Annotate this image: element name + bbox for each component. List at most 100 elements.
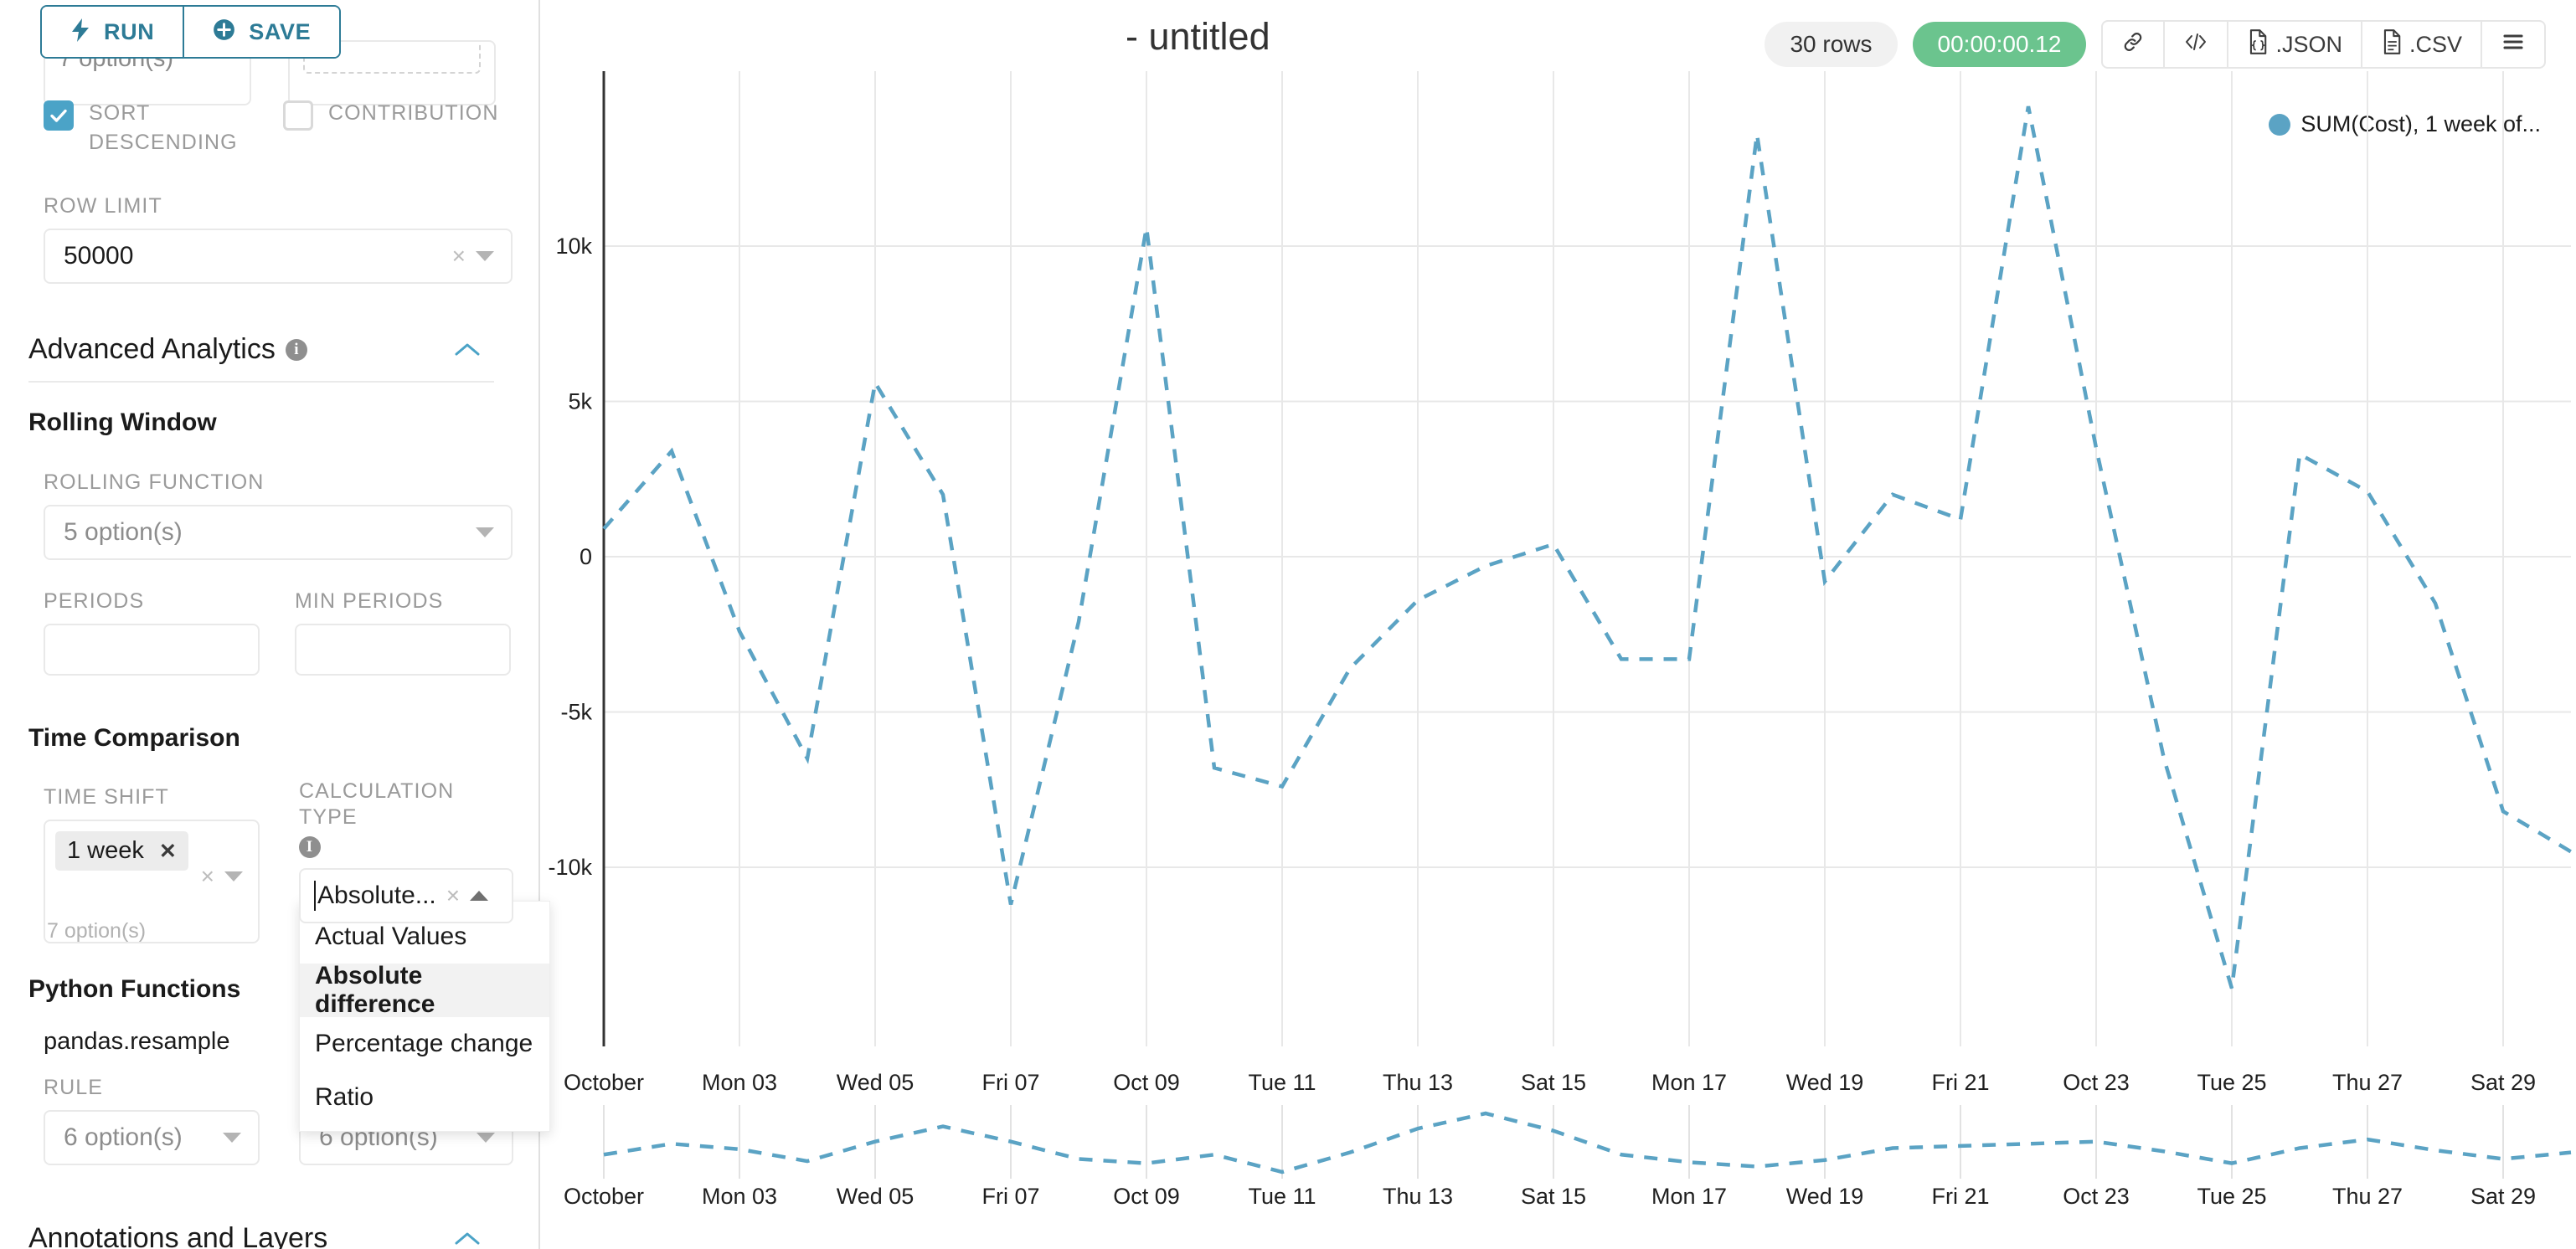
more-menu-button[interactable] <box>2482 22 2544 67</box>
run-save-button-group: RUN SAVE <box>40 5 342 59</box>
dropdown-option-label: Percentage change <box>315 1030 533 1057</box>
svg-text:Tue 11: Tue 11 <box>1248 1184 1316 1209</box>
row-limit-select[interactable]: 50000 × <box>44 229 513 284</box>
rule-select[interactable]: 6 option(s) <box>44 1110 260 1165</box>
info-icon[interactable]: i <box>299 835 321 858</box>
chevron-down-icon <box>223 1133 241 1143</box>
text-cursor <box>314 880 316 911</box>
svg-text:Oct 09: Oct 09 <box>1113 1070 1180 1095</box>
rows-badge: 30 rows <box>1765 22 1898 67</box>
chart-panel: - untitled 30 rows 00:00:00.12 <box>540 0 2576 1249</box>
row-limit-value: 50000 <box>64 242 134 270</box>
checkbox-row: SORT DESCENDING CONTRIBUTION <box>44 99 499 157</box>
contribution-label: CONTRIBUTION <box>328 101 499 125</box>
calculation-type-field: CALCULATION TYPE i Absolute... × <box>299 779 513 923</box>
calculation-type-select[interactable]: Absolute... × <box>299 867 513 923</box>
pandas-resample-label: pandas.resample <box>44 1028 230 1055</box>
clear-icon[interactable]: × <box>446 881 461 908</box>
calculation-type-value: Absolute... <box>317 881 436 909</box>
legend-color-swatch <box>2269 113 2291 136</box>
svg-text:-10k: -10k <box>548 855 592 880</box>
bolt-icon <box>70 18 90 46</box>
svg-text:Mon 03: Mon 03 <box>702 1184 777 1209</box>
rolling-function-label: ROLLING FUNCTION <box>44 470 265 494</box>
svg-text:Oct 23: Oct 23 <box>2063 1070 2130 1095</box>
min-periods-input[interactable] <box>295 624 511 676</box>
dropdown-option-absolute-difference[interactable]: Absolute difference <box>300 962 549 1018</box>
chart-plot-area: 10k 5k 0 -5k -10k October Mon 03 Wed 05 Fri 07 Oc… <box>540 0 2576 1249</box>
sort-descending-checkbox[interactable]: SORT DESCENDING <box>44 99 283 157</box>
annotations-title: Annotations and Layers <box>28 1222 328 1249</box>
rule-value: 6 option(s) <box>64 1123 183 1151</box>
annotations-section-header[interactable]: Annotations and Layers <box>28 1222 481 1249</box>
svg-text:Sat 29: Sat 29 <box>2470 1184 2536 1209</box>
svg-text:Thu 27: Thu 27 <box>2332 1070 2403 1095</box>
svg-text:Wed 05: Wed 05 <box>837 1070 914 1095</box>
contribution-checkbox[interactable]: CONTRIBUTION <box>283 99 499 157</box>
dropdown-option-label: Ratio <box>315 1083 374 1111</box>
calculation-type-label-wrap: CALCULATION TYPE i <box>299 779 513 858</box>
dropdown-option-percentage-change[interactable]: Percentage change <box>300 1017 549 1071</box>
run-button-label: RUN <box>104 18 155 44</box>
time-comparison-title: Time Comparison <box>28 724 240 752</box>
periods-label: PERIODS <box>44 589 145 613</box>
chevron-down-icon <box>224 871 243 881</box>
checkbox-unchecked-icon <box>283 100 313 131</box>
dropdown-option-label: Absolute difference <box>315 962 435 1018</box>
min-periods-label: MIN PERIODS <box>295 589 444 613</box>
periods-input[interactable] <box>44 624 260 676</box>
time-shift-options-count: 7 option(s) <box>47 919 147 943</box>
dropdown-option-actual-values[interactable]: Actual Values <box>300 910 549 964</box>
download-csv-label: .CSV <box>2409 31 2462 57</box>
rolling-window-title: Rolling Window <box>28 409 217 436</box>
dropdown-option-ratio[interactable]: Ratio <box>300 1071 549 1124</box>
svg-text:Oct 23: Oct 23 <box>2063 1184 2130 1209</box>
time-shift-field: TIME SHIFT 1 week ✕ × 7 option(s) <box>44 785 260 943</box>
page-title[interactable]: - untitled <box>1126 15 1270 58</box>
view-query-button[interactable] <box>2165 22 2229 67</box>
remove-token-icon[interactable]: ✕ <box>158 839 177 863</box>
advanced-analytics-title: Advanced Analytics <box>28 333 276 365</box>
advanced-analytics-section-header[interactable]: Advanced Analytics i <box>28 333 481 366</box>
svg-text:Thu 13: Thu 13 <box>1383 1184 1453 1209</box>
svg-text:Tue 11: Tue 11 <box>1248 1070 1316 1095</box>
svg-text:Fri 21: Fri 21 <box>1931 1184 1989 1209</box>
rolling-function-select[interactable]: 5 option(s) <box>44 505 513 560</box>
svg-text:Thu 13: Thu 13 <box>1383 1070 1453 1095</box>
rule-field: RULE 6 option(s) <box>44 1076 260 1165</box>
svg-text:-5k: -5k <box>560 699 592 724</box>
line-chart-svg[interactable]: 10k 5k 0 -5k -10k October Mon 03 Wed 05 Fri 07 Oc… <box>540 0 2576 1249</box>
time-shift-token[interactable]: 1 week ✕ <box>55 831 188 871</box>
json-file-icon <box>2247 28 2269 60</box>
rolling-function-field: ROLLING FUNCTION 5 option(s) <box>44 470 513 560</box>
share-link-button[interactable] <box>2103 22 2166 67</box>
time-shift-label: TIME SHIFT <box>44 785 169 809</box>
save-button-label: SAVE <box>249 18 312 44</box>
periods-field: PERIODS <box>44 589 260 676</box>
svg-text:0: 0 <box>580 544 592 569</box>
chevron-down-icon <box>476 251 494 261</box>
chevron-down-icon <box>477 1133 495 1143</box>
save-button[interactable]: SAVE <box>183 7 340 57</box>
sort-descending-label: SORT DESCENDING <box>89 101 238 154</box>
download-json-label: .JSON <box>2275 31 2342 57</box>
row-limit-label: ROW LIMIT <box>44 194 162 218</box>
svg-text:Fri 21: Fri 21 <box>1931 1070 1989 1095</box>
clear-icon[interactable]: × <box>200 863 214 889</box>
calculation-type-label: CALCULATION TYPE <box>299 779 455 830</box>
info-icon[interactable]: i <box>285 338 307 361</box>
chart-legend[interactable]: SUM(Cost), 1 week of... <box>2269 111 2541 137</box>
chevron-up-icon <box>454 1226 481 1249</box>
chart-toolbar: 30 rows 00:00:00.12 <box>1765 20 2546 69</box>
clear-icon[interactable]: × <box>451 243 466 269</box>
svg-text:October: October <box>564 1070 644 1095</box>
run-button[interactable]: RUN <box>42 7 183 57</box>
svg-text:Fri 07: Fri 07 <box>981 1070 1039 1095</box>
calculation-type-dropdown-menu: Actual Values Absolute difference Percen… <box>299 901 550 1132</box>
time-shift-multiselect[interactable]: 1 week ✕ × <box>44 820 260 943</box>
download-json-button[interactable]: .JSON <box>2228 22 2362 67</box>
chevron-down-icon <box>476 527 494 537</box>
svg-text:Wed 19: Wed 19 <box>1786 1184 1864 1209</box>
download-csv-button[interactable]: .CSV <box>2362 22 2482 67</box>
